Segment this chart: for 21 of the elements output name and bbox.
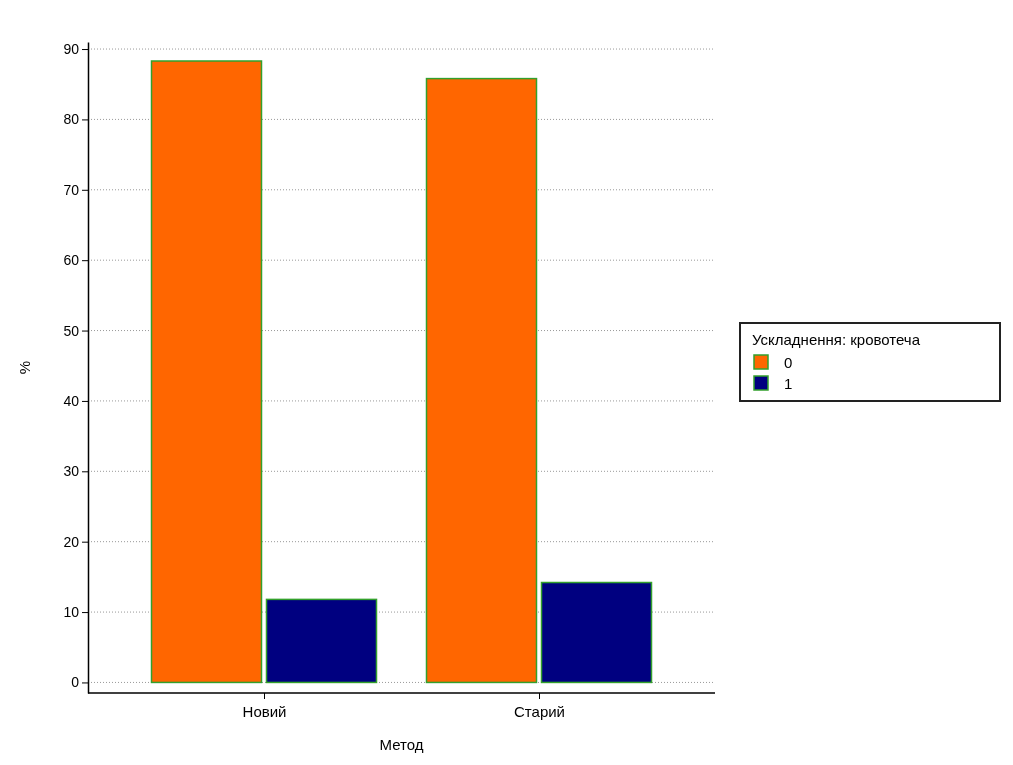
bar xyxy=(150,60,263,684)
y-tick-label: 40 xyxy=(63,392,80,409)
y-tick-label: 60 xyxy=(63,252,80,269)
bar xyxy=(540,581,653,684)
bar xyxy=(265,598,378,684)
y-tick-label: 50 xyxy=(63,322,80,339)
x-tick-label: Новий xyxy=(242,703,287,720)
y-tick-label: 10 xyxy=(63,604,80,621)
y-tick-label: 90 xyxy=(63,41,80,58)
x-axis-title: Метод xyxy=(379,736,424,753)
y-tick-label: 80 xyxy=(63,111,80,128)
legend-label: 1 xyxy=(784,375,793,392)
bar xyxy=(425,77,538,684)
x-tick-label: Старий xyxy=(514,703,565,720)
legend-label: 0 xyxy=(784,354,793,371)
y-tick-label: 0 xyxy=(71,674,80,691)
y-tick-label: 20 xyxy=(63,533,80,550)
y-axis-title: % xyxy=(16,360,33,375)
y-tick-label: 70 xyxy=(63,181,80,198)
legend-title: Ускладнення: кровотеча xyxy=(752,331,921,348)
y-tick-label: 30 xyxy=(63,463,80,480)
